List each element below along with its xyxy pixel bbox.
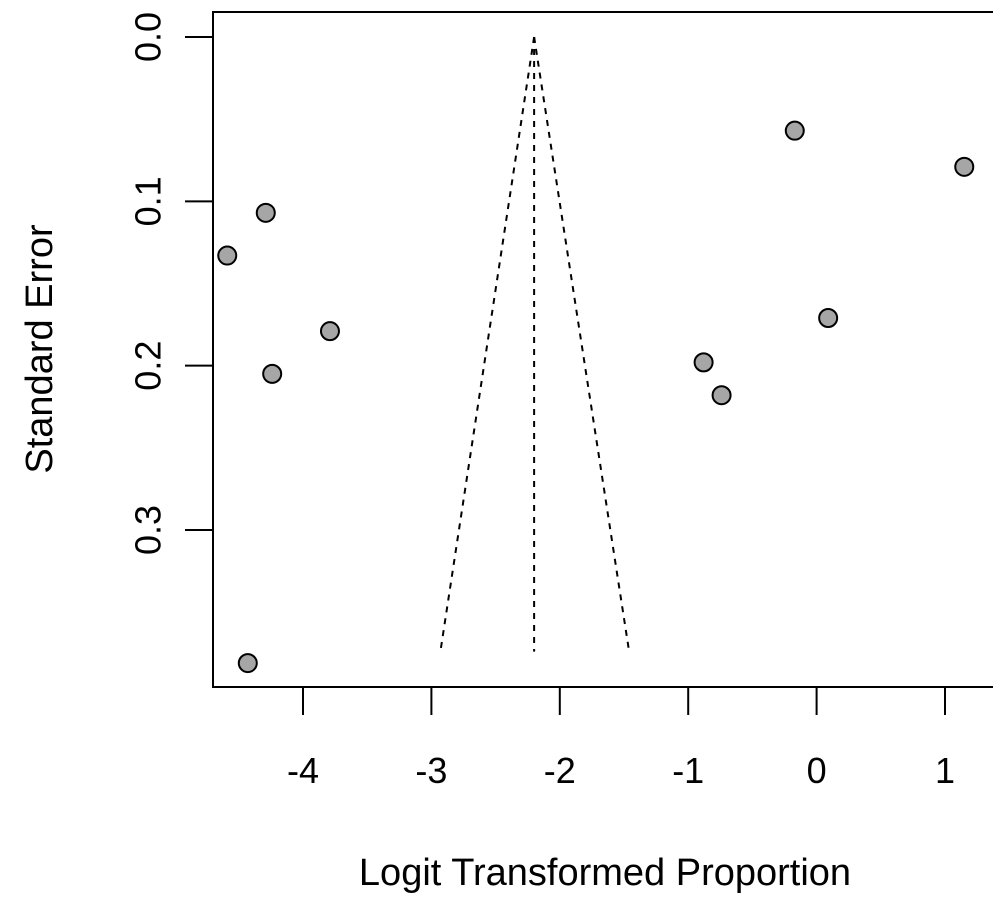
data-point [255,202,276,223]
x-axis-title: Logit Transformed Proportion [359,852,851,894]
data-point [954,156,975,177]
y-tick-label: 0.1 [128,176,169,226]
y-axis-title: Standard Error [19,224,61,474]
y-tick-label: 0.3 [128,505,169,555]
points-layer [217,120,975,674]
funnel-layer [439,36,631,652]
x-tick-label: -1 [672,750,704,791]
x-tick-label: 0 [807,750,827,791]
x-tick-label: -4 [287,750,319,791]
data-point [693,352,714,373]
data-point [237,653,258,674]
data-point [711,385,732,406]
data-point [818,308,839,329]
data-point [217,245,238,266]
x-tick-label: -2 [544,750,576,791]
funnel-left-line [439,36,536,652]
x-tick-label: -3 [415,750,447,791]
y-tick-label: 0.0 [128,12,169,62]
data-point [262,363,283,384]
plot-frame [212,11,993,688]
x-tick-label: 1 [935,750,955,791]
y-tick-label: 0.2 [128,341,169,391]
data-point [784,120,805,141]
funnel-right-line [533,36,631,652]
axes-layer: -4 -3 -2 -1 0 1 0.0 0.1 0.2 0.3 [128,11,993,791]
data-point [319,321,340,342]
